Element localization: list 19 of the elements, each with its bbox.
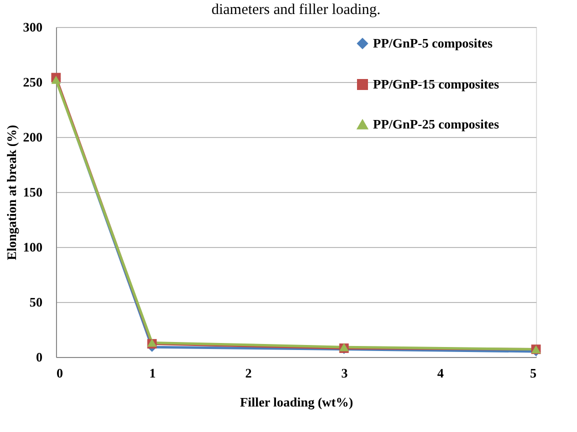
- y-tick-label: 100: [23, 240, 42, 254]
- x-tick-label: 2: [245, 366, 252, 380]
- y-tick-label: 50: [30, 294, 42, 310]
- x-tick-label: 5: [530, 366, 537, 380]
- x-tick-label: 3: [341, 366, 348, 380]
- legend-label: PP/GnP-5 composites: [373, 36, 493, 50]
- y-tick-label: 250: [23, 74, 42, 90]
- y-axis-title: Elongation at break (%): [4, 124, 19, 260]
- y-tick-label: 150: [23, 184, 42, 200]
- y-tick-label: 200: [23, 130, 42, 144]
- legend-label: PP/GnP-15 composites: [373, 76, 500, 92]
- x-axis-title: Filler loading (wt%): [240, 394, 354, 410]
- y-tick-label: 300: [23, 20, 42, 34]
- y-tick-label: 0: [36, 350, 42, 364]
- x-tick-label: 4: [437, 366, 444, 380]
- chart-title: diameters and filler loading.: [211, 2, 381, 18]
- legend-label: PP/GnP-25 composites: [373, 116, 500, 132]
- x-tick-label: 0: [56, 366, 63, 380]
- x-tick-label: 1: [149, 366, 156, 380]
